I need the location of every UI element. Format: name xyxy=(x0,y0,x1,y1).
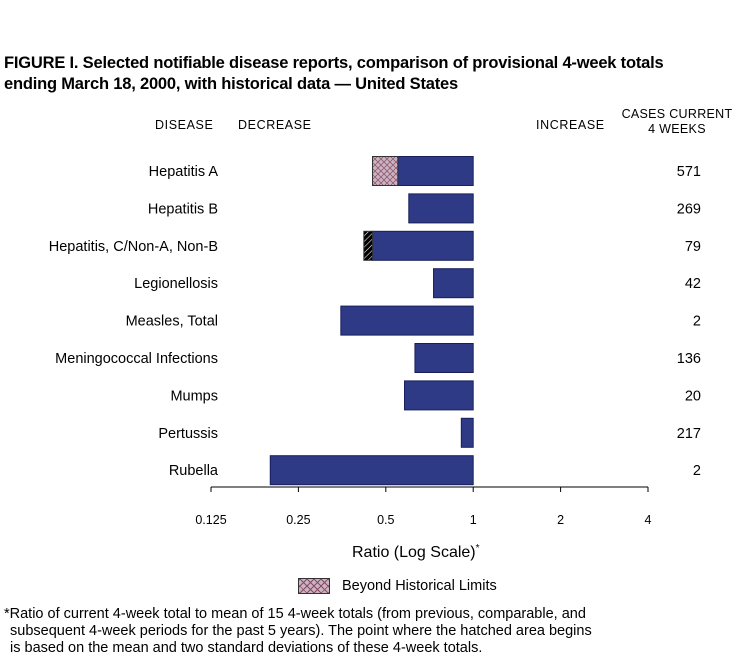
x-tick-label-1: 0.25 xyxy=(286,513,310,527)
count-rubella: 2 xyxy=(693,463,701,479)
footnote: *Ratio of current 4-week total to mean o… xyxy=(4,606,749,657)
figure-title: FIGURE I. Selected notifiable disease re… xyxy=(4,53,749,95)
x-axis-label-text: Ratio (Log Scale) xyxy=(352,544,476,561)
header-cases-current: CASES CURRENT 4 WEEKS xyxy=(612,107,742,137)
count-measles-total: 2 xyxy=(693,314,701,330)
header-disease: DISEASE xyxy=(155,118,214,132)
count-pertussis: 217 xyxy=(677,426,701,442)
header-cases-line-2: 4 WEEKS xyxy=(648,122,706,136)
bars xyxy=(269,156,474,486)
count-hepatitis-c-non-a-non-b: 79 xyxy=(685,239,701,255)
x-tick-label-0: 0.125 xyxy=(195,513,226,527)
label-meningococcal-infections: Meningococcal Infections xyxy=(55,351,218,367)
footnote-line-3: is based on the mean and two standard de… xyxy=(10,640,483,656)
label-legionellosis: Legionellosis xyxy=(134,276,218,292)
count-hepatitis-b: 269 xyxy=(677,201,701,217)
bar-hepatitis-b xyxy=(408,193,474,224)
legend: Beyond Historical Limits xyxy=(298,577,497,595)
label-pertussis: Pertussis xyxy=(158,426,218,442)
bar-legionellosis xyxy=(433,268,474,299)
count-meningococcal-infections: 136 xyxy=(677,351,701,367)
header-decrease: DECREASE xyxy=(238,118,312,132)
x-tick-label-4: 2 xyxy=(557,513,564,527)
count-mumps: 20 xyxy=(685,388,701,404)
category-labels: Hepatitis A Hepatitis B Hepatitis, C/Non-A… xyxy=(49,164,219,479)
x-tick-label-3: 1 xyxy=(470,513,477,527)
x-tick-label-5: 4 xyxy=(645,513,652,527)
bar-rubella xyxy=(269,455,474,486)
count-legionellosis: 42 xyxy=(685,276,701,292)
figure-title-line-2: ending March 18, 2000, with historical d… xyxy=(4,75,458,93)
x-axis: 0.125 0.25 0.5 1 2 4 xyxy=(195,486,652,527)
bar-measles-total xyxy=(340,305,474,336)
label-rubella: Rubella xyxy=(169,463,219,479)
footnote-line-1: *Ratio of current 4-week total to mean o… xyxy=(4,606,586,622)
bar-pertussis xyxy=(460,417,474,448)
bar-beyond-limits-hepatitis-c-non-a-non-b xyxy=(363,230,374,261)
bar-meningococcal-infections xyxy=(414,343,474,373)
header-cases-line-1: CASES CURRENT xyxy=(621,107,733,121)
figure-title-line-1: FIGURE I. Selected notifiable disease re… xyxy=(4,54,664,72)
bar-beyond-limits-hepatitis-a xyxy=(372,156,399,186)
case-counts: 571 269 79 42 2 136 20 217 2 xyxy=(677,164,701,479)
x-axis-label-marker: * xyxy=(475,543,480,554)
legend-swatch-beyond-limits xyxy=(298,578,330,594)
count-hepatitis-a: 571 xyxy=(677,164,701,180)
legend-label: Beyond Historical Limits xyxy=(342,578,497,594)
bar-hepatitis-c-non-a-non-b xyxy=(372,230,474,261)
label-measles-total: Measles, Total xyxy=(126,314,218,330)
label-hepatitis-b: Hepatitis B xyxy=(148,201,218,217)
header-increase: INCREASE xyxy=(536,118,605,132)
label-hepatitis-c-non-a-non-b: Hepatitis, C/Non-A, Non-B xyxy=(49,239,218,255)
footnote-line-2: subsequent 4-week periods for the past 5… xyxy=(10,623,592,639)
x-axis-label: Ratio (Log Scale)* xyxy=(352,543,480,562)
x-tick-label-2: 0.5 xyxy=(377,513,394,527)
label-hepatitis-a: Hepatitis A xyxy=(149,164,219,180)
bar-hepatitis-a xyxy=(397,156,474,186)
label-mumps: Mumps xyxy=(170,388,218,404)
bar-mumps xyxy=(404,380,474,411)
